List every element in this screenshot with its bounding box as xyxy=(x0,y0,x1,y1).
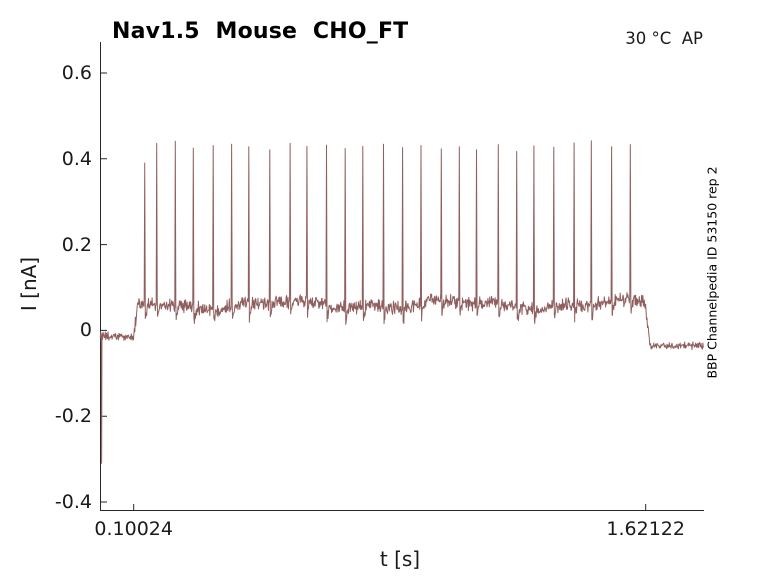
axis-lines xyxy=(100,42,704,511)
temperature-protocol-annotation: 30 °C AP xyxy=(625,29,703,48)
y-tick-label: -0.4 xyxy=(54,491,92,513)
x-tick-label: 1.62122 xyxy=(606,518,685,540)
chart-title: Nav1.5 Mouse CHO_FT xyxy=(112,19,409,44)
y-tick-label: 0.2 xyxy=(61,233,92,256)
attribution-side-label: BBP Channelpedia ID 53150 rep 2 xyxy=(704,166,720,379)
y-tick-label: 0.6 xyxy=(61,62,92,84)
x-tick-label: 0.10024 xyxy=(94,518,173,540)
y-tick-label: -0.2 xyxy=(54,405,92,428)
y-tick-label: 0.4 xyxy=(61,147,92,170)
y-tick-label: 0 xyxy=(79,319,92,342)
data-trace-line xyxy=(99,140,704,464)
x-axis-label: t [s] xyxy=(379,547,421,571)
